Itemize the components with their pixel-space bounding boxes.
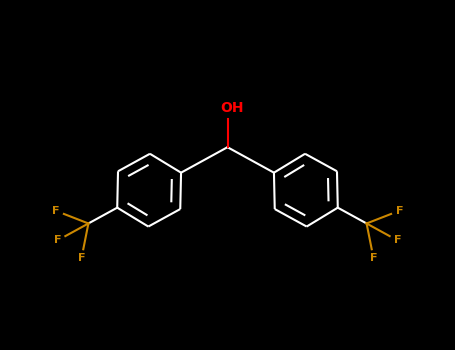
Text: F: F [370, 253, 377, 263]
Text: F: F [394, 236, 401, 245]
Text: OH: OH [220, 101, 243, 115]
Text: F: F [54, 236, 61, 245]
Text: F: F [78, 253, 85, 263]
Text: F: F [396, 206, 403, 216]
Text: F: F [52, 206, 59, 216]
